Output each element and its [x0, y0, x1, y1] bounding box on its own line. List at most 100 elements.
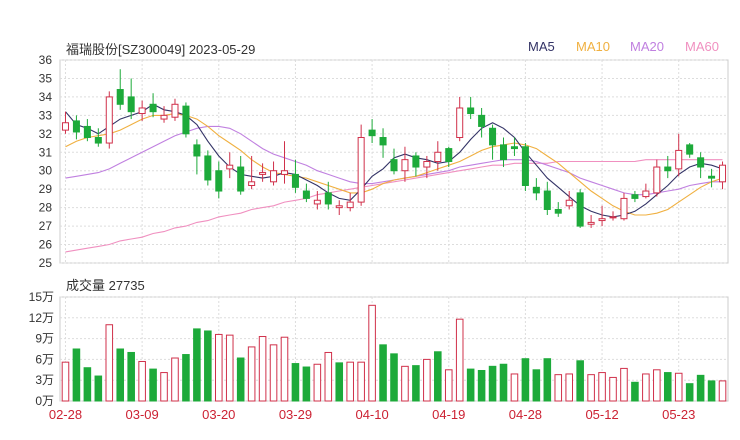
date-tick-label: 05-23	[662, 407, 695, 422]
volume-bar	[663, 372, 672, 402]
volume-bar	[335, 362, 344, 402]
candle-body	[609, 216, 617, 219]
volume-bar	[444, 369, 453, 402]
volume-bar	[379, 344, 387, 402]
price-tick-label: 36	[39, 53, 53, 67]
volume-bar	[313, 363, 322, 402]
candle-body	[83, 125, 91, 139]
price-tick-label: 28	[39, 201, 53, 215]
candle-body	[149, 103, 157, 113]
candle-body	[467, 107, 475, 115]
candle-body	[368, 129, 376, 137]
candle-body	[631, 194, 639, 199]
candle-body	[280, 170, 289, 175]
volume-bar	[685, 383, 694, 402]
date-tick-label: 05-12	[585, 407, 618, 422]
candle-body	[686, 144, 694, 155]
volume-bar	[565, 373, 573, 402]
date-tick-label: 04-19	[432, 407, 465, 422]
volume-chart-title: 成交量 27735	[66, 278, 145, 293]
legend-ma60: MA60	[685, 39, 719, 54]
date-tick-label: 03-20	[202, 407, 235, 422]
volume-bar	[204, 330, 212, 402]
volume-bar	[401, 365, 409, 402]
price-tick-label: 34	[39, 90, 53, 104]
candle-body	[226, 164, 234, 170]
volume-bar	[193, 328, 201, 402]
candle-body	[72, 120, 80, 133]
candle-body	[554, 208, 562, 214]
candle-body	[313, 199, 321, 205]
volume-bar	[466, 368, 475, 402]
volume-bar	[94, 375, 103, 402]
candle-body	[182, 105, 190, 135]
candle-body	[193, 144, 201, 157]
price-tick-label: 26	[39, 238, 53, 252]
candle-body	[94, 137, 102, 144]
volume-bar	[598, 372, 606, 402]
date-tick-label: 02-28	[49, 407, 82, 422]
volume-bar	[160, 372, 168, 402]
candle-body	[423, 161, 431, 168]
date-tick-label: 03-09	[126, 407, 159, 422]
candle-body	[105, 96, 113, 144]
candle-body	[390, 159, 398, 172]
candle-body	[127, 96, 135, 113]
candle-body	[521, 146, 529, 186]
volume-bar	[587, 374, 595, 402]
volume-tick-label: 12万	[29, 311, 54, 325]
volume-bar	[499, 363, 508, 402]
price-tick-label: 35	[39, 71, 53, 85]
volume-bar	[72, 348, 81, 402]
candle-body	[642, 190, 650, 198]
volume-bar	[718, 380, 727, 402]
volume-tick-label: 6万	[35, 352, 54, 366]
volume-tick-label: 15万	[29, 290, 54, 304]
volume-bar	[83, 367, 92, 402]
legend-ma5: MA5	[528, 39, 555, 54]
volume-bar	[488, 365, 497, 402]
volume-bar	[302, 366, 311, 402]
candle-body	[434, 151, 442, 162]
volume-bar	[554, 374, 563, 402]
candle-body	[138, 107, 146, 115]
candle-body	[719, 164, 727, 183]
volume-bar	[324, 351, 333, 402]
volume-bar	[521, 358, 530, 402]
ma60-line	[65, 159, 723, 253]
volume-bar	[247, 346, 256, 402]
volume-tick-label: 9万	[35, 332, 54, 346]
volume-bar	[105, 324, 114, 402]
candle-body	[302, 190, 310, 199]
candle-body	[215, 170, 223, 192]
price-tick-label: 29	[39, 182, 53, 196]
volume-bar	[642, 373, 650, 402]
volume-bar	[357, 361, 365, 402]
volume-bar	[346, 361, 354, 402]
candle-body	[598, 218, 606, 222]
price-tick-label: 27	[39, 219, 53, 233]
volume-bar	[149, 368, 157, 402]
candle-body	[401, 159, 409, 172]
volume-bar	[707, 380, 716, 402]
candle-body	[478, 114, 486, 127]
volume-tick-label: 0万	[35, 394, 54, 408]
price-tick-label: 30	[39, 164, 53, 178]
volume-bar	[576, 360, 584, 402]
candle-body	[171, 103, 179, 118]
volume-bar	[455, 318, 464, 402]
candle-body	[675, 149, 683, 170]
volume-bar	[532, 369, 541, 402]
volume-bar	[61, 361, 70, 402]
candle-body	[456, 107, 464, 139]
date-tick-label: 04-10	[355, 407, 388, 422]
candle-body	[587, 221, 595, 225]
candle-body	[204, 155, 212, 181]
price-tick-label: 25	[39, 256, 53, 270]
candle-body	[357, 137, 365, 203]
volume-bar	[171, 357, 179, 402]
candle-body	[510, 146, 518, 150]
candle-body	[291, 173, 299, 188]
volume-bar	[280, 336, 289, 402]
volume-bar	[390, 353, 398, 402]
